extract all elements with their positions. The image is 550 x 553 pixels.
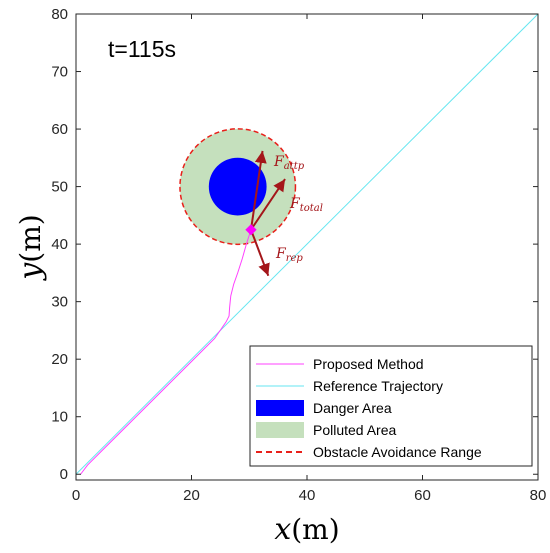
y-tick-label: 10 [51,409,68,426]
force-arrow-rep [250,229,270,277]
legend-label-proposed: Proposed Method [313,356,424,372]
force-symbol: F [273,154,285,170]
y-tick-label: 0 [60,466,68,483]
y-tick-label: 30 [51,294,68,311]
danger-area [208,157,267,216]
x-axis-label: x(m) [274,512,339,547]
lines-layer [75,13,539,475]
legend-label-danger: Danger Area [313,400,392,416]
proposed-method-line [80,229,252,475]
legend-label-polluted: Polluted Area [313,422,396,438]
force-symbol: F [289,196,301,212]
legend-label-avoidance: Obstacle Avoidance Range [313,444,482,460]
y-axis-symbol: y [13,262,48,282]
time-label: t=115s [108,36,176,62]
force-arrow-attp [249,150,267,230]
vehicle-marker [245,224,257,236]
x-tick-label: 60 [414,487,431,504]
x-axis-symbol: x [274,512,291,547]
legend-swatch-danger [256,400,304,416]
x-tick-label: 20 [183,487,200,504]
reference-trajectory-line [75,13,539,475]
legend-label-reference: Reference Trajectory [313,378,443,394]
y-axis-unit: (m) [14,214,47,262]
y-axis-ticks: 0 10 20 30 40 50 60 70 80 [51,6,538,483]
x-tick-label: 0 [72,487,80,504]
x-tick-label: 80 [530,487,547,504]
force-symbol: F [275,246,287,262]
y-tick-label: 70 [51,64,68,81]
force-subscript: rep [286,253,304,264]
force-arrow-total [250,178,286,231]
x-axis-unit: (m) [291,513,339,546]
force-subscript: attp [284,161,305,172]
y-tick-label: 50 [51,179,68,196]
force-label-rep: Frep [275,246,303,264]
force-label-attp: Fattp [273,154,305,172]
y-tick-label: 60 [51,121,68,138]
x-axis-ticks: 0 20 40 60 80 [72,14,547,504]
y-tick-label: 20 [51,351,68,368]
y-tick-label: 40 [51,236,68,253]
force-subscript: total [300,203,323,214]
y-tick-label: 80 [51,6,68,23]
x-tick-label: 40 [299,487,316,504]
legend: Proposed Method Reference Trajectory Dan… [249,345,533,467]
obstacle-avoidance-range [179,128,297,246]
legend-swatch-polluted [256,422,304,438]
force-label-total: Ftotal [289,196,323,214]
y-axis-label: y(m) [13,214,48,281]
areas-layer [179,128,297,246]
